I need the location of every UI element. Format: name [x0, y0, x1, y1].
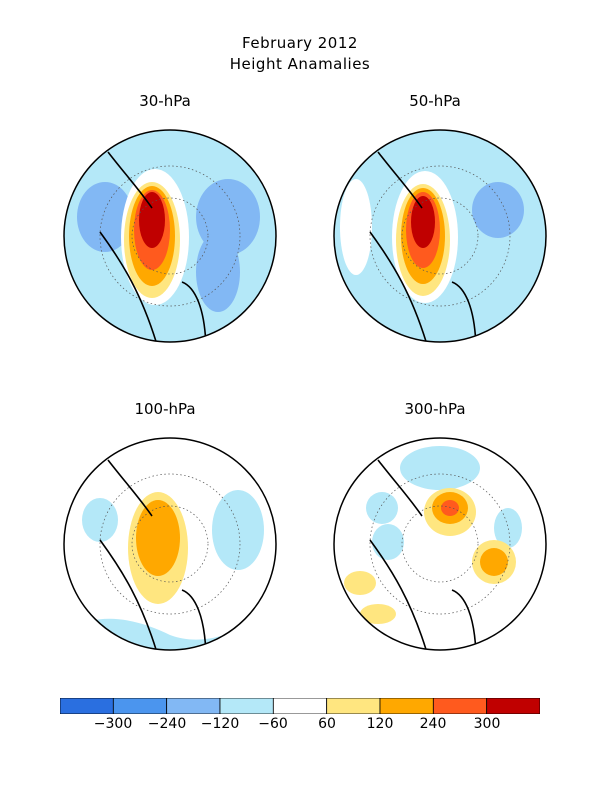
map-panel-100hpa: [63, 437, 277, 651]
map-panel-30hpa: [63, 129, 277, 343]
colorbar-swatch: [112, 698, 168, 714]
map-panel-50hpa: [333, 129, 547, 343]
panel-title-30hpa: 30-hPa: [139, 92, 191, 110]
colorbar-swatch: [219, 698, 274, 714]
anomaly-positive: [139, 192, 165, 248]
colorbar-swatch: [326, 698, 381, 714]
colorbar-swatch: [60, 698, 114, 714]
colorbar-tick-label: 120: [366, 716, 394, 732]
colorbar-tick-label: 60: [318, 716, 336, 732]
colorbar-swatch: [272, 698, 328, 714]
anomaly-negative: [77, 182, 133, 252]
anomaly-positive: [480, 548, 508, 576]
map-disc: [334, 438, 546, 650]
anomaly-negative: [494, 508, 522, 548]
colorbar: [60, 698, 540, 714]
anomaly-negative: [400, 446, 480, 490]
figure-title: February 2012: [242, 34, 358, 52]
colorbar-tick-label: 300: [473, 716, 501, 732]
anomaly-negative: [196, 232, 240, 312]
colorbar-tick-label: −300: [93, 716, 133, 732]
colorbar-swatch: [166, 698, 221, 714]
anomaly-negative: [212, 490, 264, 570]
colorbar-tick-label: −120: [200, 716, 240, 732]
anomaly-positive: [441, 500, 459, 516]
anomaly-negative: [366, 492, 398, 524]
colorbar-tick-label: −240: [147, 716, 187, 732]
panel-title-100hpa: 100-hPa: [134, 400, 196, 418]
anomaly-positive: [136, 500, 180, 576]
colorbar-tick-label: −60: [258, 716, 288, 732]
anomaly-positive: [360, 604, 396, 624]
panel-title-300hpa: 300-hPa: [404, 400, 466, 418]
colorbar-swatch: [486, 698, 540, 714]
anomaly-neutral: [340, 179, 372, 275]
colorbar-swatch: [379, 698, 434, 714]
figure-subtitle: Height Anamalies: [229, 55, 371, 73]
colorbar-tick-label: 240: [419, 716, 447, 732]
anomaly-negative: [82, 498, 118, 542]
panel-title-50hpa: 50-hPa: [409, 92, 461, 110]
anomaly-negative: [372, 524, 404, 560]
map-panel-300hpa: [333, 437, 547, 651]
anomaly-negative: [472, 182, 524, 238]
colorbar-swatch: [432, 698, 488, 714]
anomaly-positive: [344, 571, 376, 595]
anomaly-positive: [411, 196, 435, 248]
